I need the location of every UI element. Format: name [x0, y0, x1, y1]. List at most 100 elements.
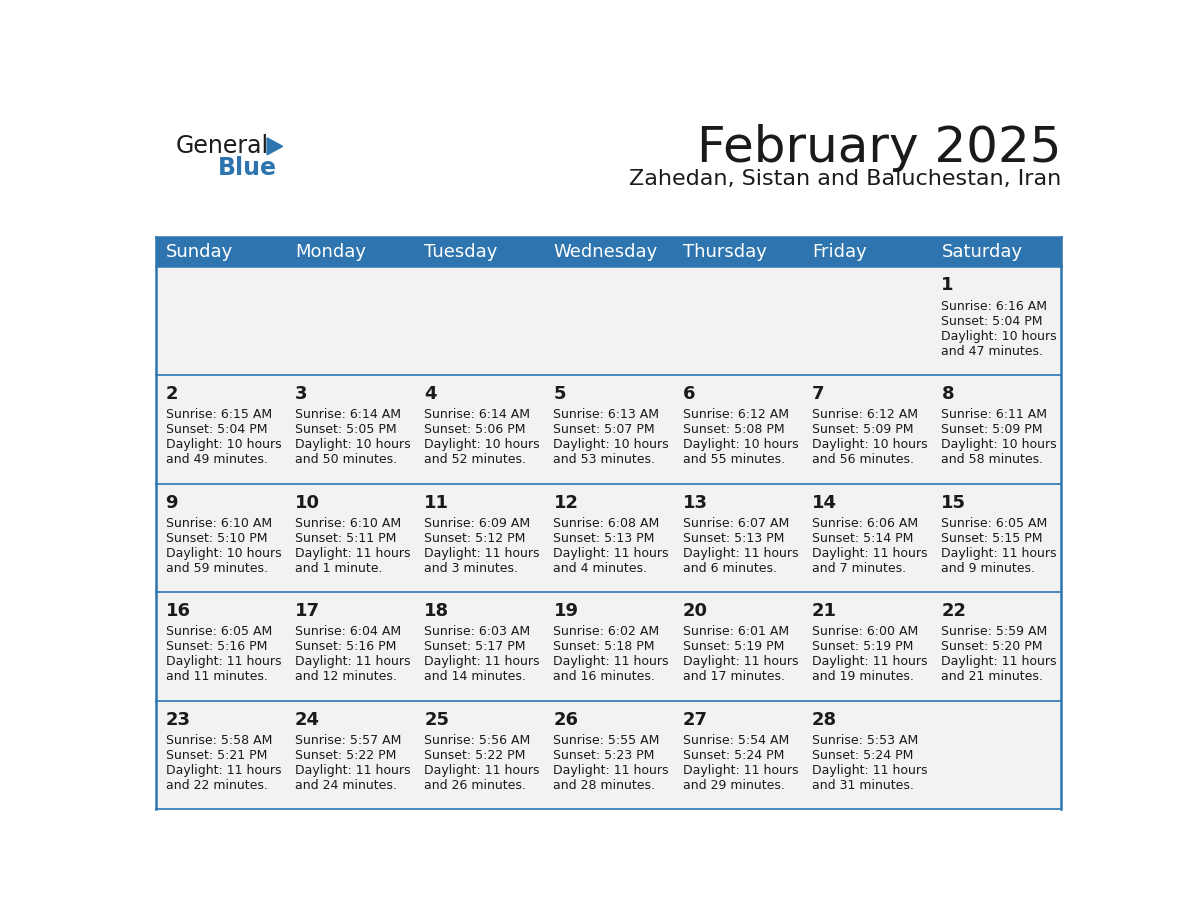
Text: and 29 minutes.: and 29 minutes. — [683, 778, 785, 792]
Text: Daylight: 10 hours: Daylight: 10 hours — [295, 438, 411, 451]
Text: 26: 26 — [554, 711, 579, 729]
Text: Sunset: 5:11 PM: Sunset: 5:11 PM — [295, 532, 397, 544]
Text: Sunrise: 5:54 AM: Sunrise: 5:54 AM — [683, 733, 789, 747]
Text: and 1 minute.: and 1 minute. — [295, 562, 383, 575]
Text: Daylight: 10 hours: Daylight: 10 hours — [941, 438, 1057, 451]
Text: Daylight: 11 hours: Daylight: 11 hours — [813, 764, 928, 777]
Text: 7: 7 — [813, 385, 824, 403]
Text: Sunrise: 5:58 AM: Sunrise: 5:58 AM — [165, 733, 272, 747]
Bar — [157, 592, 1061, 700]
Text: and 7 minutes.: and 7 minutes. — [813, 562, 906, 575]
Text: 25: 25 — [424, 711, 449, 729]
Text: Sunrise: 6:12 AM: Sunrise: 6:12 AM — [813, 409, 918, 421]
Text: 3: 3 — [295, 385, 308, 403]
Text: Sunset: 5:18 PM: Sunset: 5:18 PM — [554, 640, 655, 654]
Text: Monday: Monday — [295, 243, 366, 261]
Text: Wednesday: Wednesday — [554, 243, 658, 261]
Polygon shape — [267, 138, 283, 155]
Text: and 53 minutes.: and 53 minutes. — [554, 453, 656, 466]
Text: Sunset: 5:21 PM: Sunset: 5:21 PM — [165, 749, 267, 762]
Text: 13: 13 — [683, 494, 708, 511]
Text: Daylight: 11 hours: Daylight: 11 hours — [554, 655, 669, 668]
Text: Thursday: Thursday — [683, 243, 766, 261]
Bar — [157, 484, 1061, 592]
Text: and 52 minutes.: and 52 minutes. — [424, 453, 526, 466]
Text: Sunrise: 6:06 AM: Sunrise: 6:06 AM — [813, 517, 918, 530]
Text: 2: 2 — [165, 385, 178, 403]
Text: Sunset: 5:06 PM: Sunset: 5:06 PM — [424, 423, 525, 436]
Text: Sunrise: 6:08 AM: Sunrise: 6:08 AM — [554, 517, 659, 530]
Text: Sunrise: 6:10 AM: Sunrise: 6:10 AM — [165, 517, 272, 530]
Text: and 31 minutes.: and 31 minutes. — [813, 778, 914, 792]
Text: Sunrise: 5:56 AM: Sunrise: 5:56 AM — [424, 733, 530, 747]
Text: and 59 minutes.: and 59 minutes. — [165, 562, 267, 575]
Text: Sunrise: 5:55 AM: Sunrise: 5:55 AM — [554, 733, 659, 747]
Text: Sunrise: 5:59 AM: Sunrise: 5:59 AM — [941, 625, 1048, 638]
Bar — [157, 266, 1061, 375]
Text: and 4 minutes.: and 4 minutes. — [554, 562, 647, 575]
Text: Sunset: 5:14 PM: Sunset: 5:14 PM — [813, 532, 914, 544]
Text: Sunset: 5:23 PM: Sunset: 5:23 PM — [554, 749, 655, 762]
Text: Sunset: 5:20 PM: Sunset: 5:20 PM — [941, 640, 1043, 654]
Text: Sunrise: 6:01 AM: Sunrise: 6:01 AM — [683, 625, 789, 638]
Text: Sunrise: 6:09 AM: Sunrise: 6:09 AM — [424, 517, 530, 530]
Text: 24: 24 — [295, 711, 320, 729]
Text: Sunset: 5:22 PM: Sunset: 5:22 PM — [295, 749, 397, 762]
Text: Sunrise: 6:02 AM: Sunrise: 6:02 AM — [554, 625, 659, 638]
Text: 19: 19 — [554, 602, 579, 621]
Text: Sunset: 5:15 PM: Sunset: 5:15 PM — [941, 532, 1043, 544]
Text: Sunset: 5:19 PM: Sunset: 5:19 PM — [683, 640, 784, 654]
Text: Sunrise: 6:16 AM: Sunrise: 6:16 AM — [941, 299, 1048, 313]
Text: 18: 18 — [424, 602, 449, 621]
Text: and 3 minutes.: and 3 minutes. — [424, 562, 518, 575]
Text: Daylight: 11 hours: Daylight: 11 hours — [683, 655, 798, 668]
Text: General: General — [176, 134, 268, 158]
Text: Daylight: 11 hours: Daylight: 11 hours — [424, 764, 539, 777]
Text: Daylight: 10 hours: Daylight: 10 hours — [813, 438, 928, 451]
Text: and 19 minutes.: and 19 minutes. — [813, 670, 914, 683]
Text: and 58 minutes.: and 58 minutes. — [941, 453, 1043, 466]
Text: Sunset: 5:08 PM: Sunset: 5:08 PM — [683, 423, 784, 436]
Text: and 24 minutes.: and 24 minutes. — [295, 778, 397, 792]
Text: 1: 1 — [941, 276, 954, 295]
Text: 9: 9 — [165, 494, 178, 511]
Text: Friday: Friday — [813, 243, 867, 261]
Text: and 55 minutes.: and 55 minutes. — [683, 453, 785, 466]
Text: Daylight: 10 hours: Daylight: 10 hours — [554, 438, 669, 451]
Text: and 16 minutes.: and 16 minutes. — [554, 670, 656, 683]
Text: and 14 minutes.: and 14 minutes. — [424, 670, 526, 683]
Text: Daylight: 11 hours: Daylight: 11 hours — [813, 547, 928, 560]
Text: Sunset: 5:16 PM: Sunset: 5:16 PM — [295, 640, 397, 654]
Text: Daylight: 11 hours: Daylight: 11 hours — [295, 655, 410, 668]
Text: Sunrise: 6:00 AM: Sunrise: 6:00 AM — [813, 625, 918, 638]
Text: 16: 16 — [165, 602, 190, 621]
Text: Sunrise: 6:12 AM: Sunrise: 6:12 AM — [683, 409, 789, 421]
Text: Daylight: 10 hours: Daylight: 10 hours — [683, 438, 798, 451]
Text: and 50 minutes.: and 50 minutes. — [295, 453, 397, 466]
Text: 11: 11 — [424, 494, 449, 511]
Text: Sunset: 5:04 PM: Sunset: 5:04 PM — [165, 423, 267, 436]
Text: Sunset: 5:16 PM: Sunset: 5:16 PM — [165, 640, 267, 654]
Text: Sunrise: 6:03 AM: Sunrise: 6:03 AM — [424, 625, 530, 638]
Bar — [157, 375, 1061, 484]
Bar — [157, 700, 1061, 810]
Text: and 56 minutes.: and 56 minutes. — [813, 453, 914, 466]
Text: Daylight: 11 hours: Daylight: 11 hours — [941, 547, 1057, 560]
Text: Tuesday: Tuesday — [424, 243, 498, 261]
Text: Sunset: 5:10 PM: Sunset: 5:10 PM — [165, 532, 267, 544]
Text: Sunset: 5:04 PM: Sunset: 5:04 PM — [941, 315, 1043, 328]
Text: Daylight: 11 hours: Daylight: 11 hours — [295, 547, 410, 560]
Text: Sunrise: 6:14 AM: Sunrise: 6:14 AM — [295, 409, 400, 421]
Text: and 22 minutes.: and 22 minutes. — [165, 778, 267, 792]
Text: Daylight: 11 hours: Daylight: 11 hours — [165, 764, 282, 777]
Text: Sunday: Sunday — [165, 243, 233, 261]
Text: Sunrise: 6:14 AM: Sunrise: 6:14 AM — [424, 409, 530, 421]
Text: 10: 10 — [295, 494, 320, 511]
Text: Zahedan, Sistan and Baluchestan, Iran: Zahedan, Sistan and Baluchestan, Iran — [630, 169, 1061, 189]
Text: Blue: Blue — [219, 156, 277, 180]
Text: Sunrise: 6:05 AM: Sunrise: 6:05 AM — [165, 625, 272, 638]
Text: Sunset: 5:24 PM: Sunset: 5:24 PM — [813, 749, 914, 762]
Text: Sunrise: 5:53 AM: Sunrise: 5:53 AM — [813, 733, 918, 747]
Text: Sunrise: 6:11 AM: Sunrise: 6:11 AM — [941, 409, 1048, 421]
Text: Daylight: 11 hours: Daylight: 11 hours — [813, 655, 928, 668]
